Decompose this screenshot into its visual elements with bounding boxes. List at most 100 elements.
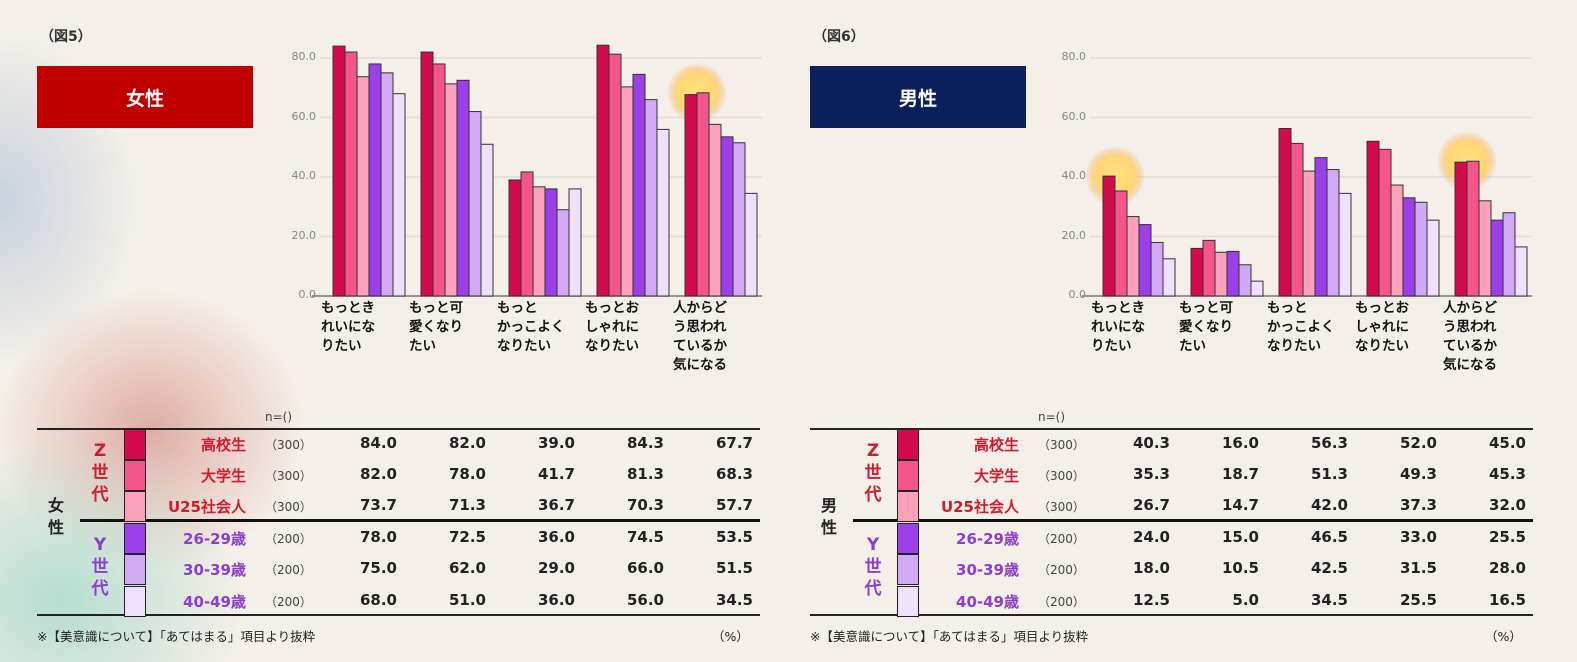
row-n: （300） [265,438,312,452]
bar-U25社会人 [708,123,722,297]
bar-大学生 [1114,190,1128,297]
y-tick-label: 20.0 [1061,228,1087,242]
y-tick-label: 0.0 [298,288,317,301]
value-cell: 25.5 [1488,528,1526,546]
bar-40-49歳 [1162,258,1176,297]
bar-U25社会人 [444,83,458,297]
value-cell: 71.3 [448,496,486,514]
value-cell: 81.3 [626,465,664,483]
legend-swatch [124,460,146,491]
row-label: 高校生 [200,436,246,454]
bar-26-29歳 [1402,197,1416,297]
value-cell: 62.0 [448,559,486,577]
value-cell: 29.0 [537,559,575,577]
value-cell: 40.3 [1132,434,1170,452]
bar-高校生 [420,51,434,297]
row-label: 26-29歳 [956,530,1019,548]
y-tick-label: 40.0 [291,169,317,182]
bar-40-49歳 [480,143,494,297]
category-label: もっと可 愛くなり たい [1179,300,1233,354]
value-cell: 36.0 [537,528,575,546]
legend-swatch [897,523,919,554]
value-cell: 10.5 [1221,559,1259,577]
value-cell: 82.0 [359,465,397,483]
value-cell: 68.3 [715,465,753,483]
row-n: （200） [1038,532,1085,546]
value-cell: 31.5 [1399,559,1437,577]
bar-40-49歳 [656,128,670,297]
bar-高校生 [1190,247,1204,297]
title-box: 女性 [37,66,253,128]
y-tick-label: 80.0 [291,50,317,63]
value-cell: 14.7 [1221,496,1259,514]
value-cell: 18.0 [1132,559,1170,577]
legend-swatch [897,586,919,617]
footnote: ※【美意識について】「あてはまる」項目より抜粋 [37,629,316,644]
bar-高校生 [1366,140,1380,297]
legend-swatch [124,586,146,617]
value-cell: 56.0 [626,591,664,609]
row-label: 高校生 [973,436,1019,454]
y-tick-label: 80.0 [1061,50,1087,63]
value-cell: 45.0 [1488,434,1526,452]
row-n: （300） [265,500,312,514]
value-cell: 39.0 [537,434,575,452]
bar-26-29歳 [1138,224,1152,297]
bar-大学生 [608,53,622,297]
value-cell: 56.3 [1310,434,1348,452]
value-cell: 66.0 [626,559,664,577]
table-bottom-rule [810,614,1533,616]
unit-label: （%） [712,629,749,644]
category-label: 人からど う思われ ているか 気になる [1443,300,1497,373]
legend-swatch [897,491,919,522]
table-top-rule [810,428,1533,430]
value-cell: 74.5 [626,528,664,546]
bar-大学生 [1290,142,1304,297]
bar-高校生 [332,45,346,297]
value-cell: 24.0 [1132,528,1170,546]
row-label: U25社会人 [940,498,1019,516]
category-label: もっとお しゃれに なりたい [585,300,639,354]
value-cell: 84.3 [626,434,664,452]
value-cell: 5.0 [1232,591,1259,609]
y-tick-label: 60.0 [291,109,317,123]
category-label: もっと かっこよく なりたい [497,300,565,354]
value-cell: 72.5 [448,528,486,546]
row-label: 40-49歳 [183,593,246,611]
bar-大学生 [1466,160,1480,297]
figure-label: （図6） [813,29,865,45]
value-cell: 33.0 [1399,528,1437,546]
bar-26-29歳 [368,63,382,297]
bar-26-29歳 [1226,250,1240,297]
bar-高校生 [1454,161,1468,297]
row-n: （300） [265,469,312,483]
bar-26-29歳 [544,188,558,297]
legend-swatch [124,491,146,522]
y-generation-label: Y 世 代 [91,535,109,599]
row-label: 大学生 [973,467,1019,485]
bar-40-49歳 [1250,280,1264,297]
value-cell: 16.0 [1221,434,1259,452]
value-cell: 73.7 [359,496,397,514]
value-cell: 18.7 [1221,465,1259,483]
bar-U25社会人 [1478,200,1492,297]
bar-U25社会人 [1126,216,1140,297]
category-label: もっと可 愛くなり たい [409,300,463,354]
value-cell: 16.5 [1488,591,1526,609]
bar-40-49歳 [1426,219,1440,297]
y-tick-label: 40.0 [1061,169,1087,182]
bar-大学生 [1378,148,1392,297]
bar-高校生 [684,94,698,297]
bar-40-49歳 [568,188,582,297]
row-label: U25社会人 [167,498,246,516]
figure-label: （図5） [40,29,92,45]
value-cell: 75.0 [359,559,397,577]
row-n: （200） [1038,563,1085,577]
bar-高校生 [1278,128,1292,297]
bar-40-49歳 [744,192,758,297]
value-cell: 32.0 [1488,496,1526,514]
legend-swatch [124,554,146,585]
bar-30-39歳 [1326,169,1340,297]
y-tick-label: 60.0 [1061,109,1087,123]
bar-U25社会人 [1390,184,1404,297]
